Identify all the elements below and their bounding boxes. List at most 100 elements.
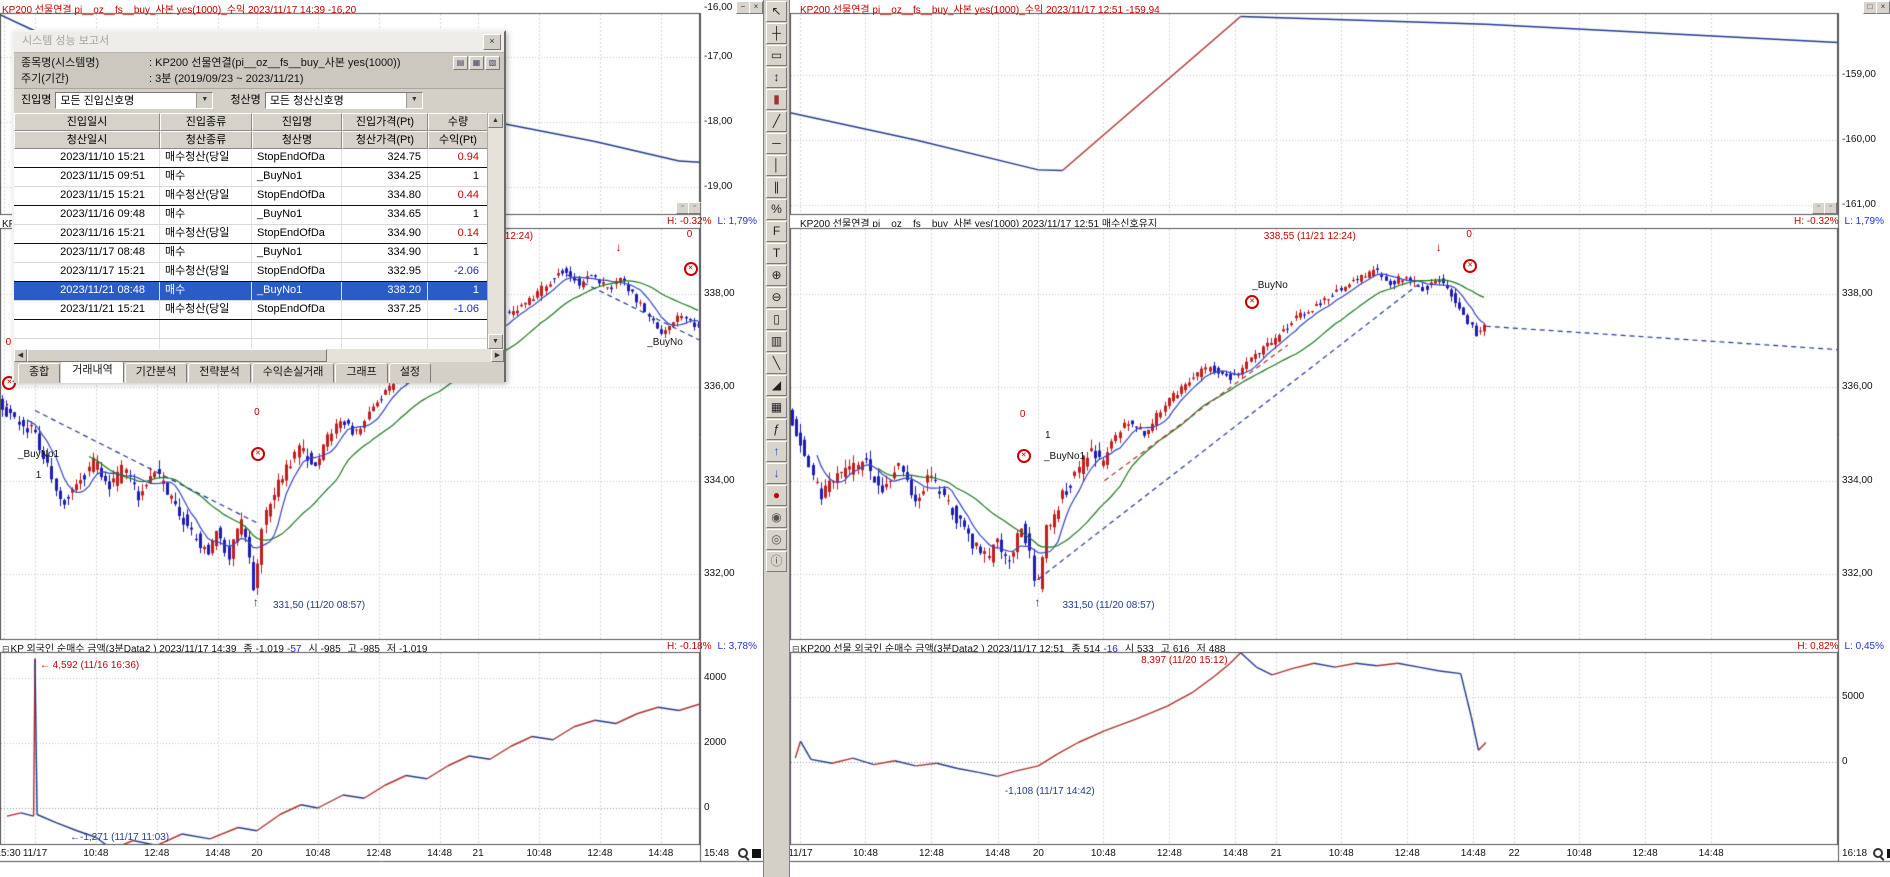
trade-signal: StopEndOfDa: [252, 187, 342, 205]
candle-chart-icon[interactable]: ▯: [766, 309, 787, 330]
dialog-tab-2[interactable]: 기간분석: [124, 363, 188, 383]
column-header[interactable]: 진입명: [252, 113, 342, 131]
time-axis-label: 12:48: [587, 848, 613, 859]
zoom-out-icon[interactable]: ⊖: [766, 287, 787, 308]
grid-icon[interactable]: ▦: [469, 56, 484, 70]
column-header[interactable]: 수량: [428, 113, 488, 131]
equity-axis-label: -161,00: [1842, 199, 1876, 210]
right-chart-canvas[interactable]: [790, 0, 1890, 877]
scroll-box-icon[interactable]: [1887, 849, 1890, 858]
text-icon[interactable]: T: [766, 243, 787, 264]
chevron-down-icon[interactable]: ▼: [405, 92, 422, 108]
pane-restore-icon[interactable]: ▫: [676, 202, 689, 214]
time-axis-label: 14:48: [1698, 848, 1724, 859]
snapshot-icon[interactable]: ◎: [766, 529, 787, 550]
maximize-icon[interactable]: □: [1863, 1, 1877, 14]
chevron-down-icon[interactable]: ▼: [196, 92, 213, 108]
exit-signal-select[interactable]: 모든 청산신호명 ▼: [264, 91, 423, 109]
trade-price: 332.95: [342, 263, 428, 281]
vertical-line-icon[interactable]: │: [766, 155, 787, 176]
area-chart-icon[interactable]: ◢: [766, 375, 787, 396]
dialog-titlebar[interactable]: 시스템 성능 보고서 ×: [14, 32, 504, 53]
column-header[interactable]: 수익(Pt): [428, 131, 488, 149]
column-header[interactable]: 청산명: [252, 131, 342, 149]
record-icon[interactable]: ●: [766, 485, 787, 506]
parallel-channel-icon[interactable]: ∥: [766, 177, 787, 198]
trade-row[interactable]: 2023/11/21 15:21 매수청산(당일 StopEndOfDa 337.25…: [14, 301, 504, 320]
indicator-icon[interactable]: ƒ: [766, 419, 787, 440]
column-header[interactable]: 진입일시: [14, 113, 160, 131]
close-icon[interactable]: ×: [749, 1, 763, 14]
pane-close-icon[interactable]: ▫: [1824, 202, 1837, 214]
chart-icon[interactable]: ▧: [485, 56, 500, 70]
pointer-icon[interactable]: ↖: [766, 1, 787, 22]
column-header[interactable]: 진입가격(Pt): [342, 113, 428, 131]
close-label: 종: [1071, 644, 1081, 652]
trade-row[interactable]: 2023/11/17 08:48 매수 _BuyNo1 334.90 1: [14, 244, 504, 263]
dialog-tab-1[interactable]: 거래내역: [61, 361, 124, 383]
high-low-icon[interactable]: ▮: [766, 89, 787, 110]
close-icon[interactable]: ×: [1876, 1, 1890, 14]
scroll-up-icon[interactable]: ▲: [488, 113, 503, 128]
axis-end-time: 16:18: [1842, 848, 1868, 859]
time-axis-label: 14:48: [984, 848, 1011, 859]
scroll-thumb[interactable]: [27, 349, 327, 362]
trade-row[interactable]: 2023/11/16 09:48 매수 _BuyNo1 334.65 1: [14, 206, 504, 225]
bar-chart-icon[interactable]: ▥: [766, 331, 787, 352]
high-value: 616: [1172, 644, 1190, 652]
close-icon[interactable]: ×: [483, 34, 501, 50]
magnifier-icon[interactable]: [1873, 848, 1885, 861]
sub-chart-title: KP200 선물 외국인 순매수 금액(3분Data2 ) 2023/11/17…: [800, 644, 1065, 652]
dialog-tab-6[interactable]: 설정: [388, 363, 432, 383]
scroll-box-icon[interactable]: [752, 849, 761, 858]
line-chart-icon[interactable]: ╲: [766, 353, 787, 374]
trade-row[interactable]: 2023/11/15 09:51 매수 _BuyNo1 334.25 1: [14, 168, 504, 187]
down-arrow-icon[interactable]: ↓: [766, 463, 787, 484]
vertical-range-icon[interactable]: ↕: [766, 67, 787, 88]
percent-icon[interactable]: %: [766, 199, 787, 220]
trade-row[interactable]: 2023/11/16 15:21 매수청산(당일 StopEndOfDa 334.90…: [14, 225, 504, 244]
column-header[interactable]: 청산일시: [14, 131, 160, 149]
region-select-icon[interactable]: ▭: [766, 45, 787, 66]
minimize-icon[interactable]: −: [736, 1, 750, 14]
scroll-left-icon[interactable]: ◀: [14, 349, 27, 362]
trade-datetime: 2023/11/15 09:51: [14, 168, 160, 186]
pane-close-icon[interactable]: ▫: [688, 202, 701, 214]
fibonacci-icon[interactable]: F: [766, 221, 787, 242]
horizontal-line-icon[interactable]: ─: [766, 133, 787, 154]
grid-icon[interactable]: ▦: [766, 397, 787, 418]
collapse-icon[interactable]: ⊟: [792, 644, 800, 652]
magnifier-icon[interactable]: [738, 848, 750, 861]
system-performance-report-dialog: 시스템 성능 보고서 × 종목명(시스템명): KP200 선물연결(pi__o…: [12, 30, 506, 383]
column-header[interactable]: 청산가격(Pt): [342, 131, 428, 149]
dialog-tab-5[interactable]: 그래프: [335, 363, 388, 383]
crosshair-icon[interactable]: ┼: [766, 23, 787, 44]
info-icon[interactable]: ⓘ: [766, 551, 787, 572]
trade-row[interactable]: 2023/11/15 15:21 매수청산(당일 StopEndOfDa 334.80…: [14, 187, 504, 206]
time-axis-label: 14:48: [205, 848, 231, 859]
time-axis-label: 10:48: [1566, 848, 1592, 859]
price-axis-label: 332,00: [704, 568, 735, 580]
trendline-icon[interactable]: ╱: [766, 111, 787, 132]
column-header[interactable]: 청산종류: [160, 131, 252, 149]
target-icon[interactable]: ◉: [766, 507, 787, 528]
zoom-in-icon[interactable]: ⊕: [766, 265, 787, 286]
trade-row[interactable]: 2023/11/21 08:48 매수 _BuyNo1 338.20 1: [14, 282, 504, 301]
dialog-tab-4[interactable]: 수익손실거래: [251, 363, 335, 383]
report-icon[interactable]: ▤: [453, 56, 468, 70]
dialog-tab-0[interactable]: 종합: [18, 363, 61, 383]
low-pct: L: 1,79%: [717, 216, 757, 227]
sub-high-low-badge: H: 0,82% L: 0,45%: [1797, 641, 1884, 652]
trade-datetime: 2023/11/17 08:48: [14, 244, 160, 262]
horizontal-scrollbar[interactable]: ◀ ▶: [14, 349, 504, 362]
up-arrow-icon[interactable]: ↑: [766, 441, 787, 462]
column-header[interactable]: 진입종류: [160, 113, 252, 131]
collapse-icon[interactable]: ⊟: [2, 644, 10, 652]
vertical-scrollbar[interactable]: ▲ ▼: [487, 113, 504, 349]
trade-row[interactable]: 2023/11/10 15:21 매수청산(당일 StopEndOfDa 324.75…: [14, 149, 504, 168]
scroll-right-icon[interactable]: ▶: [491, 349, 504, 362]
dialog-tab-3[interactable]: 전략분석: [188, 363, 251, 383]
scroll-down-icon[interactable]: ▼: [488, 334, 503, 349]
trade-row[interactable]: 2023/11/17 15:21 매수청산(당일 StopEndOfDa 332.95…: [14, 263, 504, 282]
entry-signal-select[interactable]: 모든 진입신호명 ▼: [55, 91, 214, 109]
